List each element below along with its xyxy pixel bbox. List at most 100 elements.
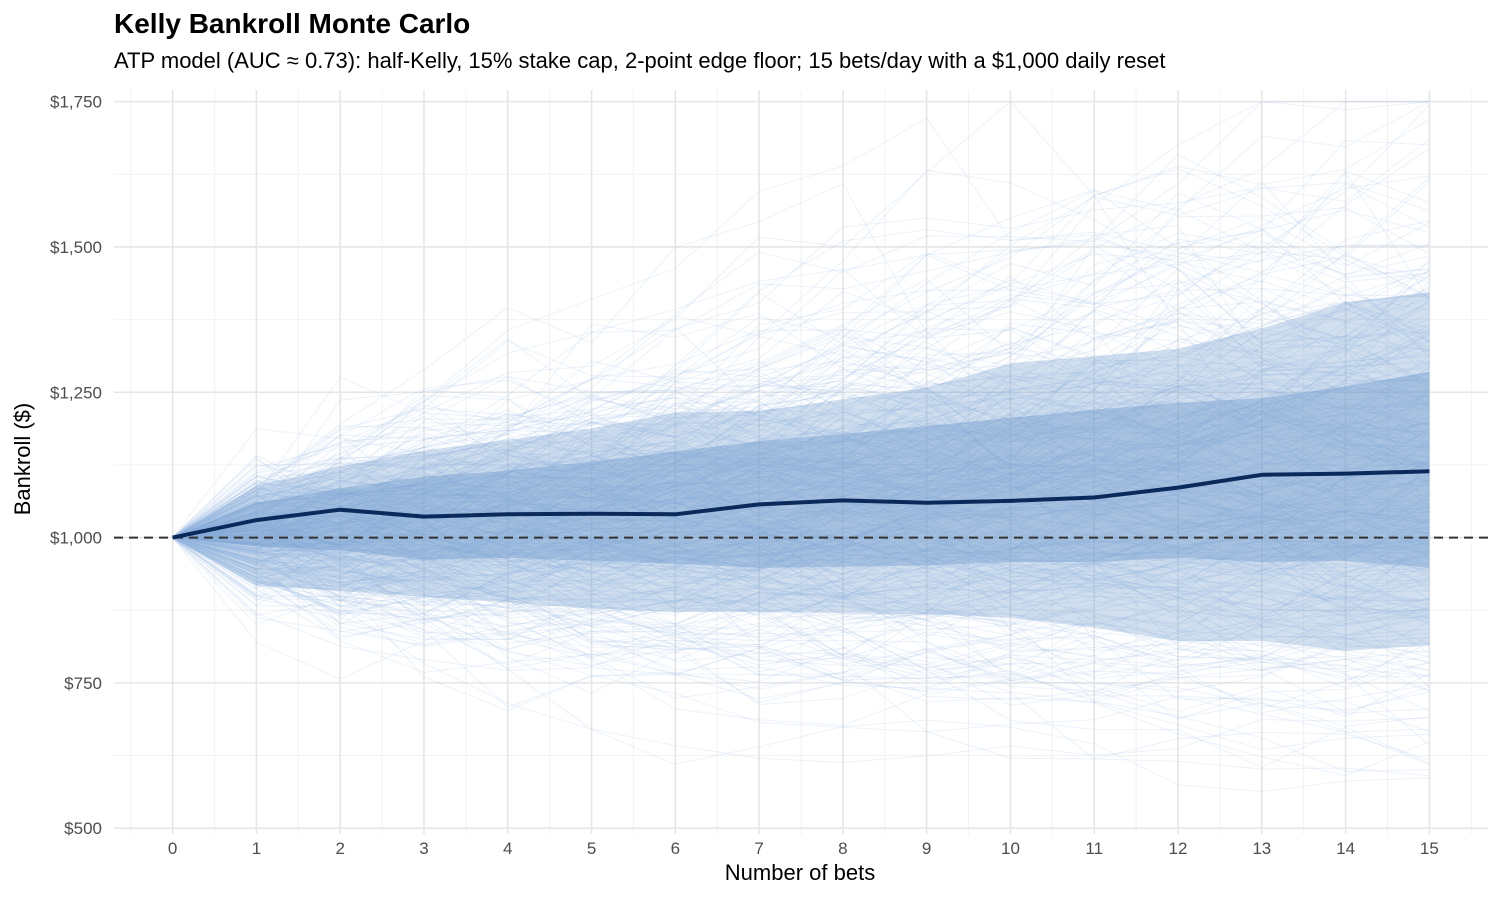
simulated-path: [172, 488, 1430, 651]
simulated-path: [172, 271, 1430, 587]
simulated-path: [172, 240, 1430, 544]
simulated-path: [172, 312, 1430, 548]
major-gridlines: [114, 90, 1488, 834]
simulated-path: [172, 169, 1430, 539]
simulated-path: [172, 467, 1430, 612]
simulated-path: [172, 458, 1430, 585]
chart-title: Kelly Bankroll Monte Carlo: [114, 8, 471, 39]
simulated-path: [172, 515, 1430, 709]
simulated-path: [172, 430, 1430, 594]
simulated-path: [172, 447, 1430, 573]
simulated-path: [172, 529, 1430, 614]
simulated-path: [172, 460, 1430, 607]
simulated-path: [172, 225, 1430, 539]
simulated-path: [172, 448, 1430, 587]
simulated-path: [172, 153, 1430, 539]
simulated-path: [172, 421, 1430, 635]
simulated-path: [172, 423, 1430, 539]
simulated-path: [172, 428, 1430, 590]
simulated-path: [172, 453, 1430, 578]
simulated-path: [172, 222, 1430, 539]
simulated-path: [172, 458, 1430, 557]
simulated-path: [172, 465, 1430, 560]
simulated-path: [172, 471, 1430, 549]
simulated-path: [172, 516, 1430, 652]
simulated-path: [172, 510, 1430, 640]
simulated-path: [172, 516, 1430, 727]
simulated-path: [172, 452, 1430, 605]
simulated-path: [172, 390, 1430, 539]
simulated-path: [172, 537, 1430, 777]
simulated-path: [172, 250, 1430, 544]
simulated-path: [172, 507, 1430, 720]
simulated-path: [172, 360, 1430, 568]
simulated-path: [172, 370, 1430, 538]
simulated-path: [172, 277, 1430, 551]
simulated-path: [172, 454, 1430, 538]
simulated-path: [172, 372, 1430, 552]
simulated-path: [172, 310, 1430, 585]
simulated-path: [172, 287, 1430, 539]
simulated-path: [172, 209, 1430, 538]
simulated-path: [172, 100, 1430, 539]
simulated-path: [172, 399, 1430, 574]
simulated-path: [172, 446, 1430, 671]
x-tick-label: 6: [671, 839, 680, 858]
simulated-path: [172, 465, 1430, 628]
simulated-path: [172, 181, 1430, 539]
simulated-path: [172, 347, 1430, 547]
simulated-path: [172, 375, 1430, 567]
simulated-path: [172, 429, 1430, 567]
simulated-path: [172, 294, 1430, 588]
simulated-path: [172, 532, 1430, 706]
simulated-path: [172, 429, 1430, 545]
simulated-path: [172, 519, 1430, 613]
simulated-path: [172, 138, 1430, 572]
simulated-path: [172, 468, 1430, 612]
simulated-path: [172, 528, 1430, 714]
simulated-path: [172, 470, 1430, 568]
simulated-path: [172, 512, 1430, 666]
simulated-path: [172, 379, 1430, 539]
simulated-path: [172, 513, 1430, 589]
simulated-path: [172, 415, 1430, 610]
x-tick-label: 15: [1420, 839, 1439, 858]
simulated-path: [172, 451, 1430, 575]
simulated-path: [172, 189, 1430, 546]
simulated-path: [172, 507, 1430, 596]
simulated-path: [172, 514, 1430, 599]
simulated-path: [172, 491, 1430, 575]
simulated-path: [172, 422, 1430, 564]
simulated-path: [172, 474, 1430, 625]
simulated-path: [172, 101, 1430, 539]
simulated-path: [172, 170, 1430, 539]
simulated-path: [172, 393, 1430, 539]
simulated-path: [172, 513, 1430, 664]
simulated-path: [172, 275, 1430, 546]
simulated-path: [172, 336, 1430, 539]
simulated-path: [172, 467, 1430, 648]
simulated-path: [172, 505, 1430, 622]
simulated-path: [172, 466, 1430, 608]
simulated-path: [172, 491, 1430, 645]
simulated-path: [172, 466, 1430, 579]
simulated-path: [172, 391, 1430, 597]
simulated-path: [172, 192, 1430, 539]
simulated-path: [172, 455, 1430, 574]
simulated-path: [172, 274, 1430, 544]
simulated-path: [172, 494, 1430, 680]
simulated-path: [172, 498, 1430, 645]
simulated-path: [172, 385, 1430, 552]
simulated-path: [172, 387, 1430, 601]
simulated-path: [172, 101, 1430, 546]
simulated-path: [172, 537, 1430, 706]
simulated-path: [172, 537, 1430, 766]
median-line-group: [172, 469, 1430, 540]
simulated-path: [172, 513, 1430, 597]
simulated-path: [172, 528, 1430, 619]
simulated-path: [172, 507, 1430, 677]
simulated-path: [172, 402, 1430, 567]
x-tick-label: 14: [1336, 839, 1355, 858]
simulated-path: [172, 518, 1430, 673]
simulated-path: [172, 503, 1430, 626]
